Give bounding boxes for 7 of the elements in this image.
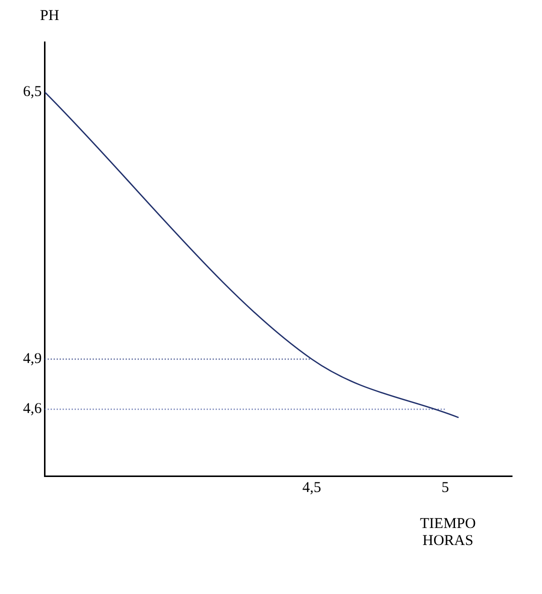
x-tick-label: 4,5 [302,480,322,496]
x-tick-label: 5 [442,480,449,496]
y-tick-label: 4,6 [23,401,42,418]
y-axis-title: PH [40,8,60,25]
x-axis-title: TIEMPO HORAS [420,516,476,550]
y-tick-label: 4,9 [23,351,42,368]
y-tick-label: 6,5 [23,84,42,100]
